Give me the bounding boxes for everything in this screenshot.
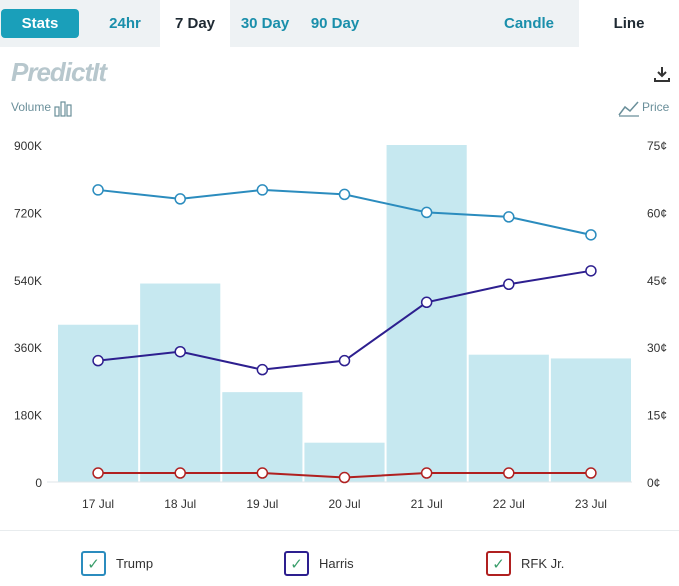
x-tick-label: 19 Jul [246, 497, 278, 511]
tab-7-day[interactable]: 7 Day [160, 0, 230, 47]
legend-label: Harris [319, 556, 354, 571]
data-point-rfk [174, 467, 186, 479]
y-tick-label-right: 45¢ [647, 274, 667, 288]
y-tick-label-left: 720K [14, 206, 42, 220]
price-volume-chart: 0 180K 360K 540K 720K 900K 0¢ 15¢ 30¢ 45¢ 60¢ 75¢ 17… [14, 139, 667, 511]
x-tick-label: 17 Jul [82, 497, 114, 511]
y-tick-label-right: 75¢ [647, 139, 667, 153]
data-point-rfk [92, 467, 104, 479]
bar-chart-icon[interactable] [54, 99, 74, 117]
predictit-logo: PredictIt [11, 57, 107, 87]
data-point-trump [503, 211, 515, 223]
y-tick-label-left: 180K [14, 409, 42, 423]
data-point-harris [174, 345, 186, 358]
volume-label: Volume [11, 100, 52, 114]
x-tick-label: 18 Jul [164, 497, 196, 511]
tab-90-day[interactable]: 90 Day [310, 15, 360, 32]
volume-bar [550, 358, 631, 482]
data-point-trump [338, 188, 351, 201]
y-tick-label-left: 0 [35, 476, 42, 490]
legend-label: RFK Jr. [521, 556, 565, 571]
data-point-rfk [420, 467, 433, 479]
y-tick-label-right: 0¢ [647, 476, 660, 490]
data-point-trump [256, 184, 269, 196]
x-tick-label: 23 Jul [575, 497, 607, 511]
y-tick-label-left: 540K [14, 274, 42, 288]
volume-bar [58, 324, 139, 482]
data-point-trump [585, 229, 597, 241]
tab-line[interactable]: Line [579, 0, 679, 47]
data-point-harris [503, 278, 515, 291]
legend-divider [0, 530, 679, 531]
legend-label: Trump [116, 556, 154, 571]
tab-30-day[interactable]: 30 Day [240, 15, 290, 32]
x-tick-label: 20 Jul [328, 497, 360, 511]
data-point-rfk [503, 467, 515, 479]
y-tick-label-left: 360K [14, 341, 42, 355]
data-point-rfk [585, 467, 597, 479]
check-icon[interactable]: ✓ [486, 551, 511, 576]
data-point-trump [92, 184, 104, 196]
data-point-harris [92, 354, 104, 367]
y-tick-label-left: 900K [14, 139, 42, 153]
tab-candle[interactable]: Candle [503, 15, 554, 32]
y-tick-label-right: 30¢ [647, 341, 667, 355]
data-point-harris [420, 296, 433, 309]
tab-24hr[interactable]: 24hr [109, 15, 141, 32]
data-point-harris [585, 265, 597, 277]
volume-bar [386, 145, 467, 482]
data-point-trump [420, 206, 433, 219]
y-tick-label-right: 15¢ [647, 409, 667, 423]
price-label: Price [642, 100, 670, 114]
data-point-rfk [256, 467, 269, 479]
legend-harris[interactable]: ✓ Harris [284, 551, 354, 576]
line-chart-icon[interactable] [618, 99, 640, 117]
check-icon[interactable]: ✓ [284, 551, 309, 576]
y-tick-label-right: 60¢ [647, 206, 667, 220]
volume-bar [140, 283, 221, 482]
toolbar [0, 0, 679, 47]
x-tick-label: 21 Jul [411, 497, 443, 511]
data-point-trump [174, 193, 186, 205]
download-icon[interactable] [652, 64, 672, 84]
data-point-harris [256, 363, 269, 376]
stats-button[interactable]: Stats [1, 9, 79, 38]
x-tick-label: 22 Jul [493, 497, 525, 511]
data-point-harris [338, 354, 351, 367]
check-icon[interactable]: ✓ [81, 551, 106, 576]
volume-bar [468, 354, 549, 482]
legend-trump[interactable]: ✓ Trump [81, 551, 153, 576]
data-point-rfk [338, 471, 351, 484]
legend-rfk[interactable]: ✓ RFK Jr. [486, 551, 564, 576]
volume-bar [222, 392, 303, 482]
